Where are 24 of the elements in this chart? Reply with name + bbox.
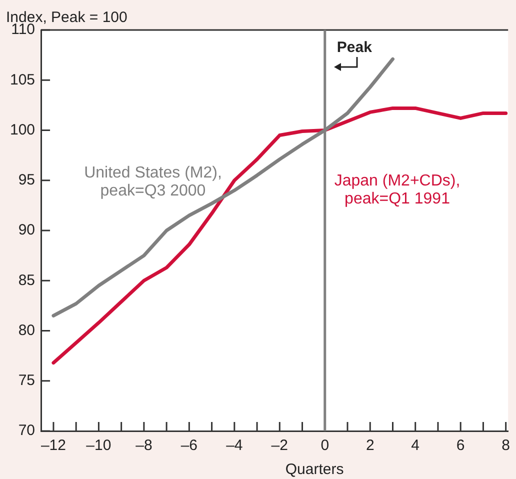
series-label: United States (M2), peak=Q3 2000	[84, 164, 222, 200]
y-tick-label: 105	[10, 71, 36, 88]
x-tick-label: 6	[456, 437, 465, 454]
text: Japan (M2+CDs), peak=Q1 1991	[334, 172, 460, 208]
x-tick-label: 8	[502, 437, 510, 454]
x-tick-label: –6	[180, 437, 198, 454]
x-tick-label: 2	[366, 437, 374, 454]
x-tick-label: –10	[86, 437, 112, 454]
y-tick-label: 90	[18, 222, 36, 239]
x-axis-title: Quarters	[285, 461, 344, 478]
y-tick-label: 85	[18, 272, 36, 289]
y-tick-label: 80	[18, 322, 36, 339]
y-tick-label: 70	[18, 422, 36, 440]
y-tick-label: 100	[10, 121, 36, 138]
x-tick-label: 0	[320, 437, 330, 454]
x-tick-label: –2	[271, 437, 288, 454]
x-tick-label: 4	[411, 437, 420, 454]
ref-line-label: Peak	[336, 39, 373, 56]
y-tick-label: 110	[11, 21, 36, 38]
y-tick-label: 75	[18, 372, 36, 390]
y-tick-label: 95	[18, 172, 36, 189]
x-tick-label: –8	[136, 437, 152, 454]
x-tick-label: –12	[40, 437, 66, 454]
x-tick-label: –4	[226, 437, 243, 454]
